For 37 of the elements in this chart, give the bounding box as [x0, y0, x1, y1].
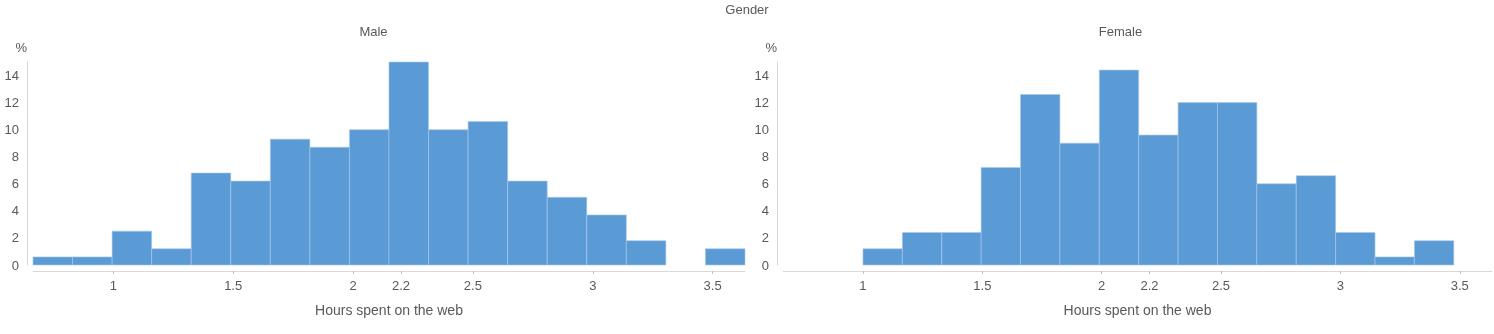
y-tick-label: 10	[4, 122, 19, 138]
x-tick-label: 1	[859, 278, 867, 293]
x-tick-label: 2	[349, 278, 357, 293]
y-tick-label: 4	[761, 203, 769, 219]
y-tick-label: 6	[11, 176, 19, 192]
x-tick-label: 1	[109, 278, 117, 293]
x-tick-label: 3	[589, 278, 597, 293]
y-tick-label: 14	[754, 68, 769, 84]
x-tick-label: 2.2	[1140, 278, 1159, 293]
y-tick-label: 12	[4, 95, 19, 111]
x-axis-title: Hours spent on the web	[315, 302, 464, 318]
x-tick-label: 3.5	[703, 278, 722, 293]
x-axis-title: Hours spent on the web	[1063, 302, 1212, 318]
y-axis-title: %	[15, 40, 28, 55]
x-tick-label: 1.5	[224, 278, 243, 293]
y-tick-label: 0	[11, 257, 19, 273]
text: Gender	[724, 2, 770, 17]
x-tick-label: 2.2	[391, 278, 411, 293]
y-tick-label: 2	[761, 230, 769, 246]
x-tick-label: 2	[1098, 278, 1106, 293]
y-tick-label: 14	[4, 68, 19, 84]
y-tick-label: 2	[11, 230, 19, 246]
x-tick-label: 2.5	[463, 278, 482, 293]
chart-title: Male	[359, 24, 388, 39]
y-tick-label: 8	[11, 149, 19, 165]
x-tick-label: 3	[1336, 278, 1345, 293]
y-tick-label: 4	[11, 203, 19, 219]
x-tick-label: 3.5	[1450, 278, 1469, 293]
y-tick-label: 12	[754, 95, 769, 111]
chart-title: Female	[1098, 24, 1143, 39]
y-tick-label: 6	[761, 176, 769, 192]
x-tick-label: 1.5	[973, 278, 992, 293]
y-tick-label: 10	[754, 122, 769, 138]
y-tick-label: 8	[761, 149, 769, 165]
y-axis-title: %	[765, 40, 778, 55]
x-tick-label: 2.5	[1212, 278, 1231, 293]
y-tick-label: 0	[761, 257, 769, 273]
